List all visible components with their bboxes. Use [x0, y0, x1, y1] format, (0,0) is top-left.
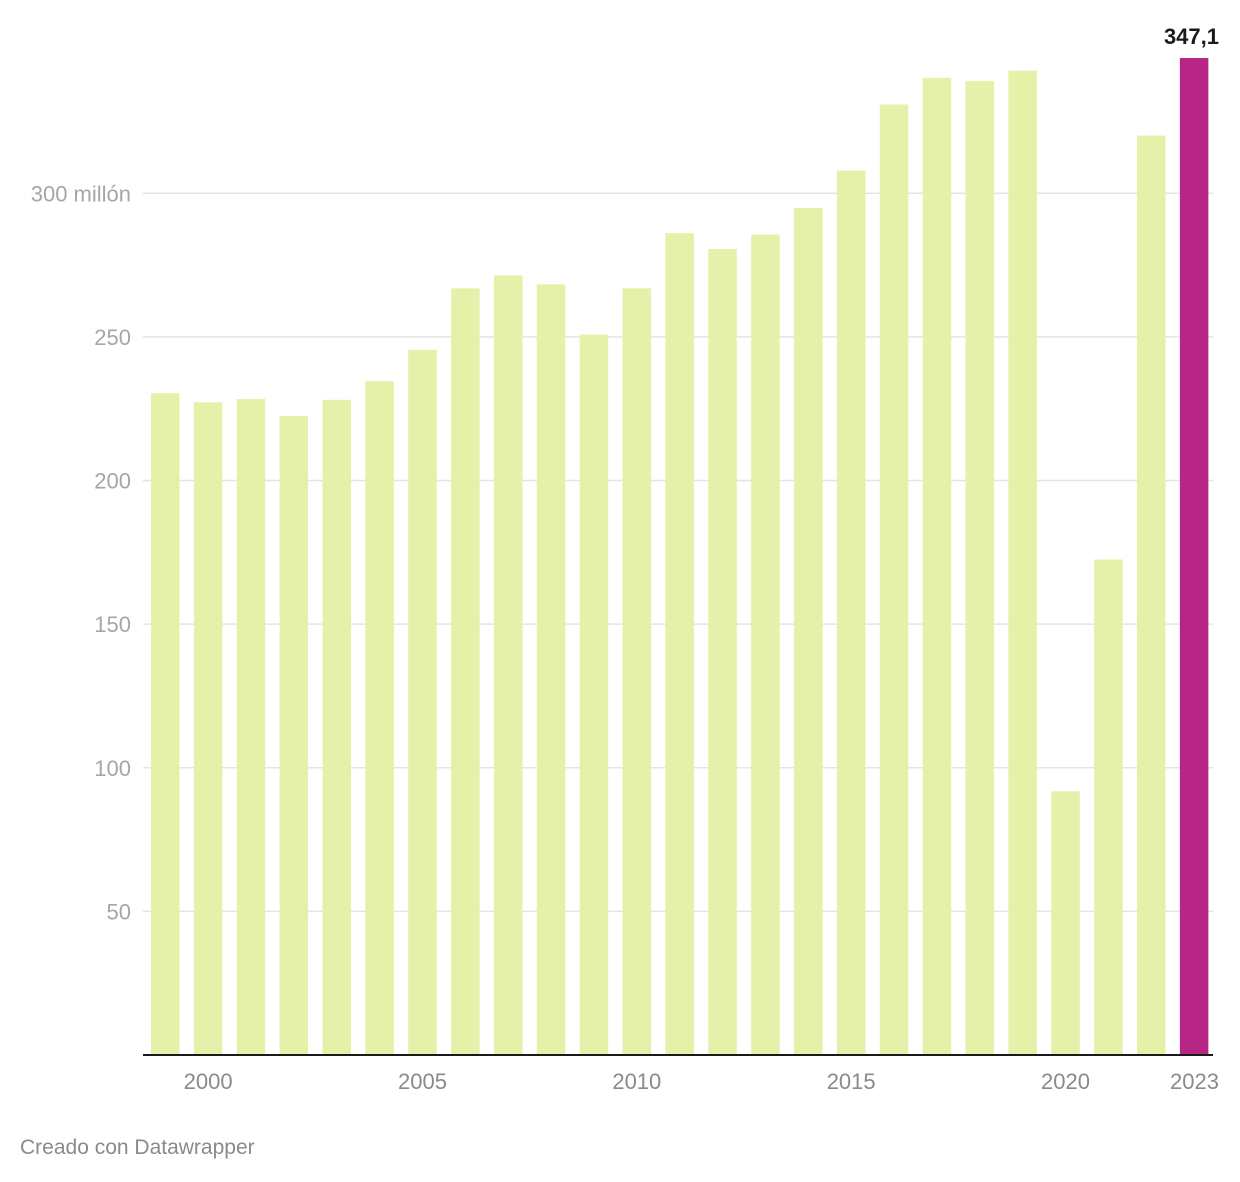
bar-2005	[408, 349, 437, 1056]
bar-1999	[151, 393, 180, 1056]
bar-2010	[622, 288, 652, 1056]
bars: 347,1	[151, 24, 1219, 1056]
bar-2003	[322, 399, 351, 1056]
y-tick-label: 100	[94, 756, 131, 781]
bar-2008	[536, 284, 566, 1055]
bar-2018	[965, 80, 995, 1056]
datawrapper-credit: Creado con Datawrapper	[20, 1136, 255, 1159]
bar-2019	[1008, 70, 1037, 1056]
y-tick-label: 250	[94, 325, 131, 350]
bar-2013	[751, 234, 780, 1055]
y-tick-label: 200	[94, 469, 131, 494]
bar-2016	[879, 104, 909, 1055]
x-tick-label: 2015	[827, 1069, 876, 1094]
bar-2012	[708, 249, 737, 1055]
x-tick-label: 2023	[1170, 1069, 1219, 1094]
y-tick-label: 300 millón	[31, 181, 131, 206]
x-tick-label: 2010	[612, 1069, 661, 1094]
y-tick-label: 150	[94, 612, 131, 637]
x-axis-labels: 2000 2005 2010 2015 2020 2023	[184, 1069, 1219, 1094]
bar-2023	[1179, 58, 1209, 1055]
bar-2020	[1051, 791, 1080, 1055]
bar-2001	[236, 398, 266, 1055]
bar-2009	[579, 334, 609, 1055]
y-tick-label: 50	[107, 899, 131, 924]
x-tick-label: 2005	[398, 1069, 447, 1094]
bar-2000	[193, 402, 223, 1055]
x-tick-label: 2020	[1041, 1069, 1090, 1094]
bar-2022	[1137, 135, 1166, 1055]
bar-value-label: 347,1	[1164, 24, 1219, 49]
bar-2017	[922, 77, 952, 1056]
bar-2011	[665, 233, 694, 1056]
bar-2007	[493, 275, 523, 1055]
bar-2006	[451, 288, 480, 1056]
x-tick-label: 2000	[184, 1069, 233, 1094]
bar-2021	[1094, 559, 1123, 1055]
bar-2014	[794, 207, 823, 1056]
y-axis-labels: 50 100 150 200 250 300 millón	[31, 181, 131, 924]
bar-2002	[279, 415, 309, 1055]
bar-2015	[836, 170, 866, 1056]
bar-2004	[365, 381, 394, 1056]
